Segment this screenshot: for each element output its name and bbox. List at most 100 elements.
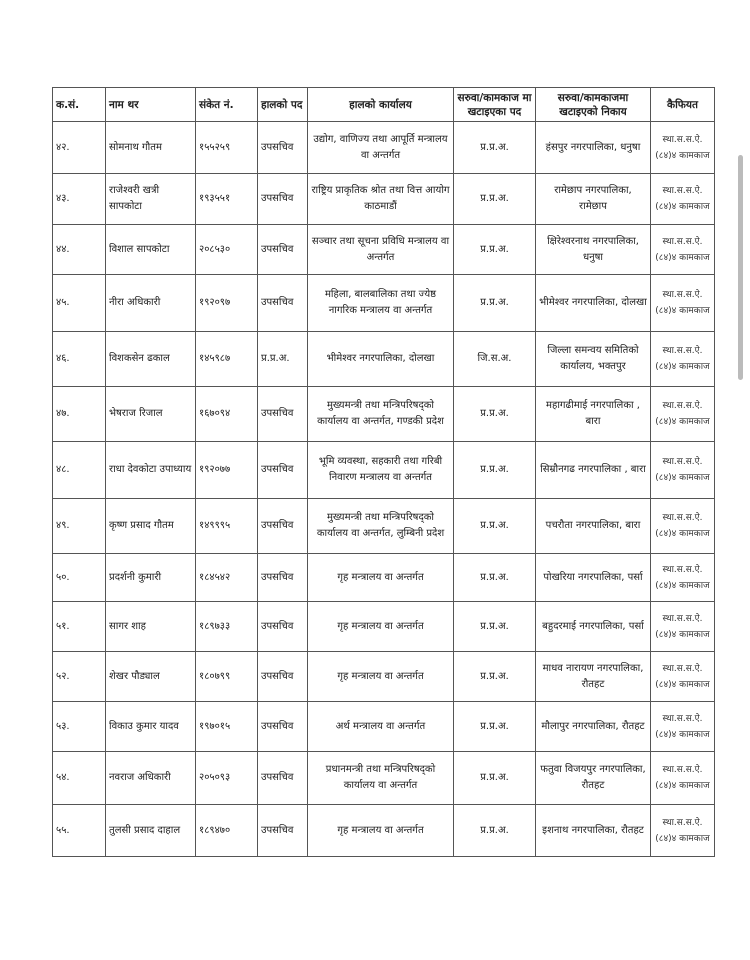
cell-serial: ५३. [52,701,106,752]
cell-name: विशाल सापकोटा [105,224,196,275]
cell-current-post: उपसचिव [257,224,308,275]
cell-current-post: प्र.प्र.अ. [257,331,308,387]
cell-remarks: स्था.स.स.ऐ. (८४)४ कामकाज [650,701,715,752]
cell-current-post: उपसचिव [257,804,308,857]
table-row: ५१. सागर शाह १८९७३३ उपसचिव गृह मन्त्रालय वा … [52,601,715,652]
cell-serial: ५२. [52,651,106,702]
cell-code: २०५०९३ [195,751,258,805]
cell-current-office: प्रधानमन्त्री तथा मन्त्रिपरिषद्को कार्या… [307,751,454,805]
cell-remarks: स्था.स.स.ऐ. (८४)४ कामकाज [650,751,715,805]
table-header-row: क.सं. नाम थर संकेत नं. हालको पद हालको कार्या… [52,87,715,122]
cell-assigned-post: प्र.प्र.अ. [453,804,536,857]
cell-assigned-post: प्र.प्र.अ. [453,386,536,442]
cell-current-post: उपसचिव [257,751,308,805]
cell-assigned-body: इशनाथ नगरपालिका, रौतहट [535,804,651,857]
header-code: संकेत नं. [195,87,258,122]
cell-remarks: स्था.स.स.ऐ. (८४)४ कामकाज [650,121,715,174]
header-serial: क.सं. [52,87,106,122]
cell-current-office: गृह मन्त्रालय वा अन्तर्गत [307,804,454,857]
cell-assigned-body: सिम्रौनगढ नगरपालिका , बारा [535,441,651,499]
header-assigned-body: सरुवा/कामकाजमा खटाइएको निकाय [535,87,651,122]
cell-current-office: गृह मन्त्रालय वा अन्तर्गत [307,651,454,702]
cell-name: राजेश्वरी खत्री सापकोटा [105,173,196,225]
cell-current-office: अर्थ मन्त्रालय वा अन्तर्गत [307,701,454,752]
cell-name: कृष्ण प्रसाद गौतम [105,498,196,554]
cell-code: १४९९९५ [195,498,258,554]
cell-code: १९२०७७ [195,441,258,499]
cell-remarks: स्था.स.स.ऐ. (८४)४ कामकाज [650,386,715,442]
cell-current-office: सञ्चार तथा सूचना प्रविधि मन्त्रालय वा अन… [307,224,454,275]
cell-serial: ४६. [52,331,106,387]
cell-remarks: स्था.स.स.ऐ. (८४)४ कामकाज [650,601,715,652]
cell-current-office: राष्ट्रिय प्राकृतिक श्रोत तथा वित्त आयोग… [307,173,454,225]
cell-code: १८९७३३ [195,601,258,652]
cell-current-post: उपसचिव [257,701,308,752]
cell-code: १९३५५१ [195,173,258,225]
table-row: ४५. नीरा अधिकारी १९२०९७ उपसचिव महिला, बालबाल… [52,274,715,332]
cell-serial: ४२. [52,121,106,174]
cell-assigned-post: प्र.प्र.अ. [453,553,536,602]
cell-current-post: उपसचिव [257,121,308,174]
cell-remarks: स्था.स.स.ऐ. (८४)४ कामकाज [650,224,715,275]
cell-current-post: उपसचिव [257,498,308,554]
cell-current-post: उपसचिव [257,386,308,442]
cell-current-post: उपसचिव [257,651,308,702]
cell-assigned-post: प्र.प्र.अ. [453,441,536,499]
cell-current-office: मुख्यमन्त्री तथा मन्त्रिपरिषद्को कार्याल… [307,386,454,442]
cell-assigned-post: प्र.प्र.अ. [453,173,536,225]
cell-remarks: स्था.स.स.ऐ. (८४)४ कामकाज [650,553,715,602]
cell-assigned-post: प्र.प्र.अ. [453,224,536,275]
cell-name: राधा देवकोटा उपाध्याय [105,441,196,499]
cell-assigned-body: पचरौता नगरपालिका, बारा [535,498,651,554]
cell-serial: ४८. [52,441,106,499]
cell-current-post: उपसचिव [257,173,308,225]
table-row: ५५. तुलसी प्रसाद दाहाल १८९४७० उपसचिव गृह मन्… [52,804,715,857]
cell-remarks: स्था.स.स.ऐ. (८४)४ कामकाज [650,498,715,554]
cell-serial: ५०. [52,553,106,602]
cell-assigned-post: प्र.प्र.अ. [453,701,536,752]
cell-serial: ४४. [52,224,106,275]
cell-current-post: उपसचिव [257,441,308,499]
cell-remarks: स्था.स.स.ऐ. (८४)४ कामकाज [650,804,715,857]
table-row: ४७. भेषराज रिजाल १६७०९४ उपसचिव मुख्यमन्त्री … [52,386,715,442]
cell-remarks: स्था.स.स.ऐ. (८४)४ कामकाज [650,173,715,225]
cell-current-post: उपसचिव [257,553,308,602]
cell-assigned-post: जि.स.अ. [453,331,536,387]
cell-remarks: स्था.स.स.ऐ. (८४)४ कामकाज [650,651,715,702]
cell-current-office: भूमि व्यवस्था, सहकारी तथा गरिबी निवारण म… [307,441,454,499]
cell-name: शेखर पौड्याल [105,651,196,702]
header-name: नाम थर [105,87,196,122]
cell-assigned-post: प्र.प्र.अ. [453,601,536,652]
header-assigned-post: सरुवा/कामकाज मा खटाइएका पद [453,87,536,122]
table-row: ४८. राधा देवकोटा उपाध्याय १९२०७७ उपसचिव भूमि… [52,441,715,499]
cell-code: १८०७९९ [195,651,258,702]
cell-serial: ५५. [52,804,106,857]
header-current-office: हालको कार्यालय [307,87,454,122]
cell-assigned-body: हंसपुर नगरपालिका, धनुषा [535,121,651,174]
cell-assigned-body: रामेछाप नगरपालिका, रामेछाप [535,173,651,225]
cell-code: २०८५३० [195,224,258,275]
cell-current-office: महिला, बालबालिका तथा ज्येष्ठ नागरिक मन्त… [307,274,454,332]
cell-current-office: गृह मन्त्रालय वा अन्तर्गत [307,553,454,602]
table-row: ४३. राजेश्वरी खत्री सापकोटा १९३५५१ उपसचिव रा… [52,173,715,225]
cell-assigned-post: प्र.प्र.अ. [453,121,536,174]
cell-assigned-body: क्षिरेश्वरनाथ नगरपालिका, धनुषा [535,224,651,275]
cell-serial: ५४. [52,751,106,805]
cell-current-post: उपसचिव [257,601,308,652]
cell-code: १४५९८७ [195,331,258,387]
cell-current-post: उपसचिव [257,274,308,332]
cell-code: १६७०९४ [195,386,258,442]
table-row: ४२. सोमनाथ गौतम १५५२५९ उपसचिव उद्योग, वाणिज्… [52,121,715,174]
cell-code: १९७०१५ [195,701,258,752]
cell-assigned-body: महागढीमाई नगरपालिका , बारा [535,386,651,442]
cell-assigned-body: भीमेश्वर नगरपालिका, दोलखा [535,274,651,332]
scrollbar[interactable] [738,155,743,380]
header-remarks: कैफियत [650,87,715,122]
cell-remarks: स्था.स.स.ऐ. (८४)४ कामकाज [650,441,715,499]
cell-assigned-body: पोखरिया नगरपालिका, पर्सा [535,553,651,602]
cell-name: नीरा अधिकारी [105,274,196,332]
cell-assigned-post: प्र.प्र.अ. [453,651,536,702]
cell-serial: ४७. [52,386,106,442]
cell-assigned-body: मौलापुर नगरपालिका, रौतहट [535,701,651,752]
cell-name: भेषराज रिजाल [105,386,196,442]
